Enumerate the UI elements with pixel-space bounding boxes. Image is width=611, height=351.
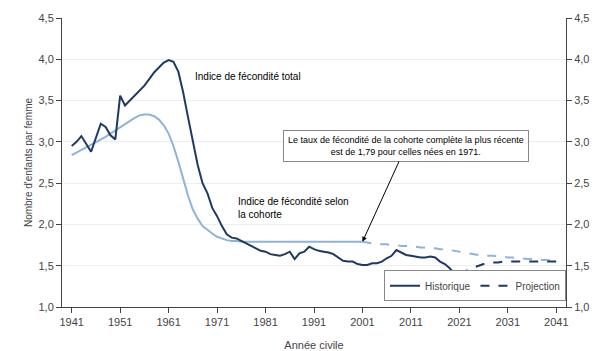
svg-text:2021: 2021 — [447, 316, 471, 328]
svg-text:4,0: 4,0 — [574, 53, 589, 65]
svg-text:4,5: 4,5 — [39, 12, 54, 24]
svg-text:1941: 1941 — [59, 316, 83, 328]
svg-text:Projection: Projection — [515, 281, 559, 292]
svg-text:Nombre d'enfants par femme: Nombre d'enfants par femme — [23, 97, 34, 227]
svg-text:2001: 2001 — [350, 316, 374, 328]
svg-text:3,0: 3,0 — [574, 136, 589, 148]
svg-text:3,5: 3,5 — [39, 94, 54, 106]
svg-text:3,0: 3,0 — [39, 136, 54, 148]
svg-text:2031: 2031 — [496, 316, 520, 328]
svg-text:2041: 2041 — [544, 316, 568, 328]
svg-text:1961: 1961 — [156, 316, 180, 328]
svg-text:2,0: 2,0 — [39, 218, 54, 230]
svg-text:1951: 1951 — [108, 316, 132, 328]
svg-text:1,0: 1,0 — [39, 301, 54, 313]
svg-text:2,5: 2,5 — [39, 177, 54, 189]
svg-text:1971: 1971 — [205, 316, 229, 328]
svg-text:Historique: Historique — [425, 281, 470, 292]
svg-text:4,0: 4,0 — [39, 53, 54, 65]
svg-text:1991: 1991 — [302, 316, 326, 328]
svg-text:1,5: 1,5 — [574, 260, 589, 272]
svg-text:4,5: 4,5 — [574, 12, 589, 24]
svg-text:Le taux de fécondité de la coh: Le taux de fécondité de la cohorte compl… — [288, 135, 524, 157]
svg-text:2,5: 2,5 — [574, 177, 589, 189]
svg-text:2,0: 2,0 — [574, 218, 589, 230]
svg-text:2011: 2011 — [399, 316, 423, 328]
svg-text:1,0: 1,0 — [574, 301, 589, 313]
svg-text:Indice de fécondité selonla co: Indice de fécondité selonla cohorte — [238, 196, 349, 220]
svg-text:1,5: 1,5 — [39, 260, 54, 272]
svg-text:1981: 1981 — [253, 316, 277, 328]
svg-text:3,5: 3,5 — [574, 94, 589, 106]
svg-text:Indice de fécondité total: Indice de fécondité total — [195, 71, 301, 82]
svg-text:Année civile: Année civile — [284, 339, 343, 351]
